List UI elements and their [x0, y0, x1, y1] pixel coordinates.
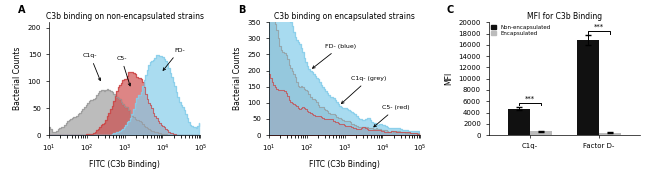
Text: C: C — [446, 5, 453, 15]
Text: C1q-: C1q- — [83, 53, 101, 81]
Legend: Non-encapsulated, Encapsulated: Non-encapsulated, Encapsulated — [491, 25, 551, 36]
Y-axis label: Bacterial Counts: Bacterial Counts — [13, 47, 22, 110]
Y-axis label: MFI: MFI — [444, 72, 453, 85]
Bar — [599, 133, 621, 135]
Y-axis label: Bacterial Counts: Bacterial Counts — [233, 47, 242, 110]
Text: C1q- (grey): C1q- (grey) — [341, 76, 387, 104]
X-axis label: FITC (C3b Binding): FITC (C3b Binding) — [89, 160, 160, 169]
Text: FD-: FD- — [163, 48, 185, 70]
Text: C5- (red): C5- (red) — [374, 105, 410, 127]
Text: A: A — [18, 5, 26, 15]
Title: C3b binding on encapsulated strains: C3b binding on encapsulated strains — [274, 12, 415, 21]
Bar — [530, 131, 552, 135]
Text: FD- (blue): FD- (blue) — [313, 44, 356, 68]
Bar — [577, 40, 599, 135]
Text: ***: *** — [594, 24, 604, 30]
Bar — [508, 109, 530, 135]
Text: ***: *** — [525, 96, 535, 102]
Title: C3b binding on non-encapsulated strains: C3b binding on non-encapsulated strains — [46, 12, 203, 21]
Text: C5-: C5- — [116, 56, 131, 86]
X-axis label: FITC (C3b Binding): FITC (C3b Binding) — [309, 160, 380, 169]
Title: MFI for C3b Binding: MFI for C3b Binding — [527, 12, 602, 21]
Text: B: B — [239, 5, 246, 15]
